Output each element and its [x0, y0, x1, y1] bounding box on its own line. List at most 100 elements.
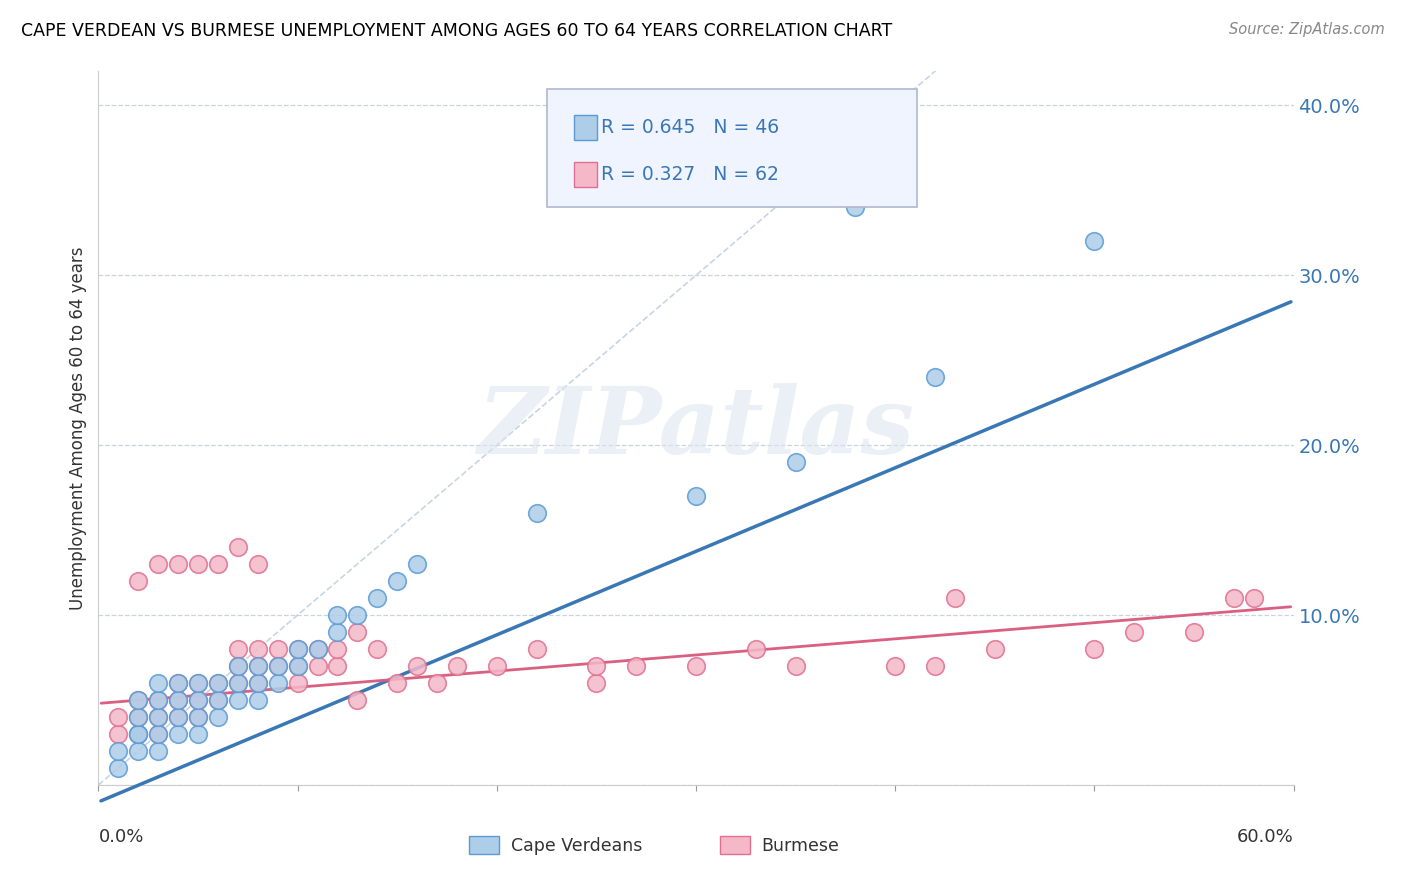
- Point: [107, 710, 129, 724]
- Point: [187, 727, 209, 741]
- Point: [246, 693, 269, 707]
- Point: [187, 557, 209, 571]
- Point: [924, 370, 946, 384]
- Point: [107, 744, 129, 758]
- Point: [267, 676, 290, 690]
- Point: [326, 608, 349, 623]
- Point: [127, 727, 149, 741]
- Point: [287, 642, 309, 657]
- Point: [526, 642, 548, 657]
- Point: [1223, 591, 1246, 605]
- Point: [446, 659, 468, 673]
- Point: [148, 710, 170, 724]
- Point: [148, 727, 170, 741]
- FancyBboxPatch shape: [574, 114, 598, 139]
- Point: [207, 710, 229, 724]
- Point: [167, 557, 190, 571]
- Point: [107, 761, 129, 775]
- Point: [127, 710, 149, 724]
- Point: [187, 676, 209, 690]
- Point: [526, 506, 548, 520]
- Point: [187, 710, 209, 724]
- Point: [207, 676, 229, 690]
- Point: [207, 676, 229, 690]
- Point: [187, 676, 209, 690]
- Text: 60.0%: 60.0%: [1237, 828, 1294, 846]
- Point: [346, 608, 368, 623]
- Text: ZIPatlas: ZIPatlas: [478, 384, 914, 473]
- Point: [246, 659, 269, 673]
- Point: [426, 676, 449, 690]
- Point: [167, 693, 190, 707]
- Point: [127, 693, 149, 707]
- Point: [148, 693, 170, 707]
- Point: [226, 642, 249, 657]
- Point: [107, 727, 129, 741]
- Y-axis label: Unemployment Among Ages 60 to 64 years: Unemployment Among Ages 60 to 64 years: [69, 246, 87, 610]
- Point: [785, 455, 807, 469]
- Point: [167, 727, 190, 741]
- Point: [267, 642, 290, 657]
- Point: [326, 659, 349, 673]
- Point: [685, 489, 707, 503]
- Point: [346, 693, 368, 707]
- Point: [884, 659, 907, 673]
- Text: Burmese: Burmese: [762, 837, 839, 855]
- Point: [226, 676, 249, 690]
- Text: R = 0.645   N = 46: R = 0.645 N = 46: [602, 118, 779, 136]
- Point: [1083, 234, 1105, 248]
- Point: [127, 710, 149, 724]
- Point: [246, 676, 269, 690]
- Point: [585, 676, 607, 690]
- Point: [1083, 642, 1105, 657]
- Point: [246, 642, 269, 657]
- Point: [127, 693, 149, 707]
- Point: [207, 693, 229, 707]
- Point: [287, 659, 309, 673]
- Point: [267, 659, 290, 673]
- Point: [148, 693, 170, 707]
- Point: [366, 642, 388, 657]
- Text: Cape Verdeans: Cape Verdeans: [510, 837, 643, 855]
- Point: [406, 659, 429, 673]
- Point: [307, 659, 329, 673]
- Point: [307, 642, 329, 657]
- Point: [148, 710, 170, 724]
- Point: [226, 676, 249, 690]
- Point: [246, 659, 269, 673]
- Text: CAPE VERDEAN VS BURMESE UNEMPLOYMENT AMONG AGES 60 TO 64 YEARS CORRELATION CHART: CAPE VERDEAN VS BURMESE UNEMPLOYMENT AMO…: [21, 22, 893, 40]
- Point: [226, 540, 249, 554]
- Text: 0.0%: 0.0%: [98, 828, 143, 846]
- Point: [187, 710, 209, 724]
- Point: [148, 727, 170, 741]
- Point: [127, 744, 149, 758]
- FancyBboxPatch shape: [720, 837, 749, 855]
- Point: [924, 659, 946, 673]
- Point: [207, 557, 229, 571]
- Point: [346, 625, 368, 640]
- Point: [1243, 591, 1265, 605]
- Point: [385, 676, 409, 690]
- Point: [1182, 625, 1205, 640]
- Point: [984, 642, 1007, 657]
- Point: [167, 676, 190, 690]
- Point: [226, 659, 249, 673]
- Point: [943, 591, 966, 605]
- Point: [307, 642, 329, 657]
- Point: [745, 642, 768, 657]
- Point: [127, 574, 149, 588]
- Point: [406, 557, 429, 571]
- Point: [287, 676, 309, 690]
- Point: [326, 625, 349, 640]
- Point: [685, 659, 707, 673]
- FancyBboxPatch shape: [470, 837, 499, 855]
- FancyBboxPatch shape: [547, 89, 917, 207]
- Point: [287, 659, 309, 673]
- Point: [485, 659, 508, 673]
- Point: [326, 642, 349, 657]
- Point: [167, 710, 190, 724]
- Text: Source: ZipAtlas.com: Source: ZipAtlas.com: [1229, 22, 1385, 37]
- Point: [626, 659, 648, 673]
- FancyBboxPatch shape: [574, 162, 598, 187]
- Point: [226, 693, 249, 707]
